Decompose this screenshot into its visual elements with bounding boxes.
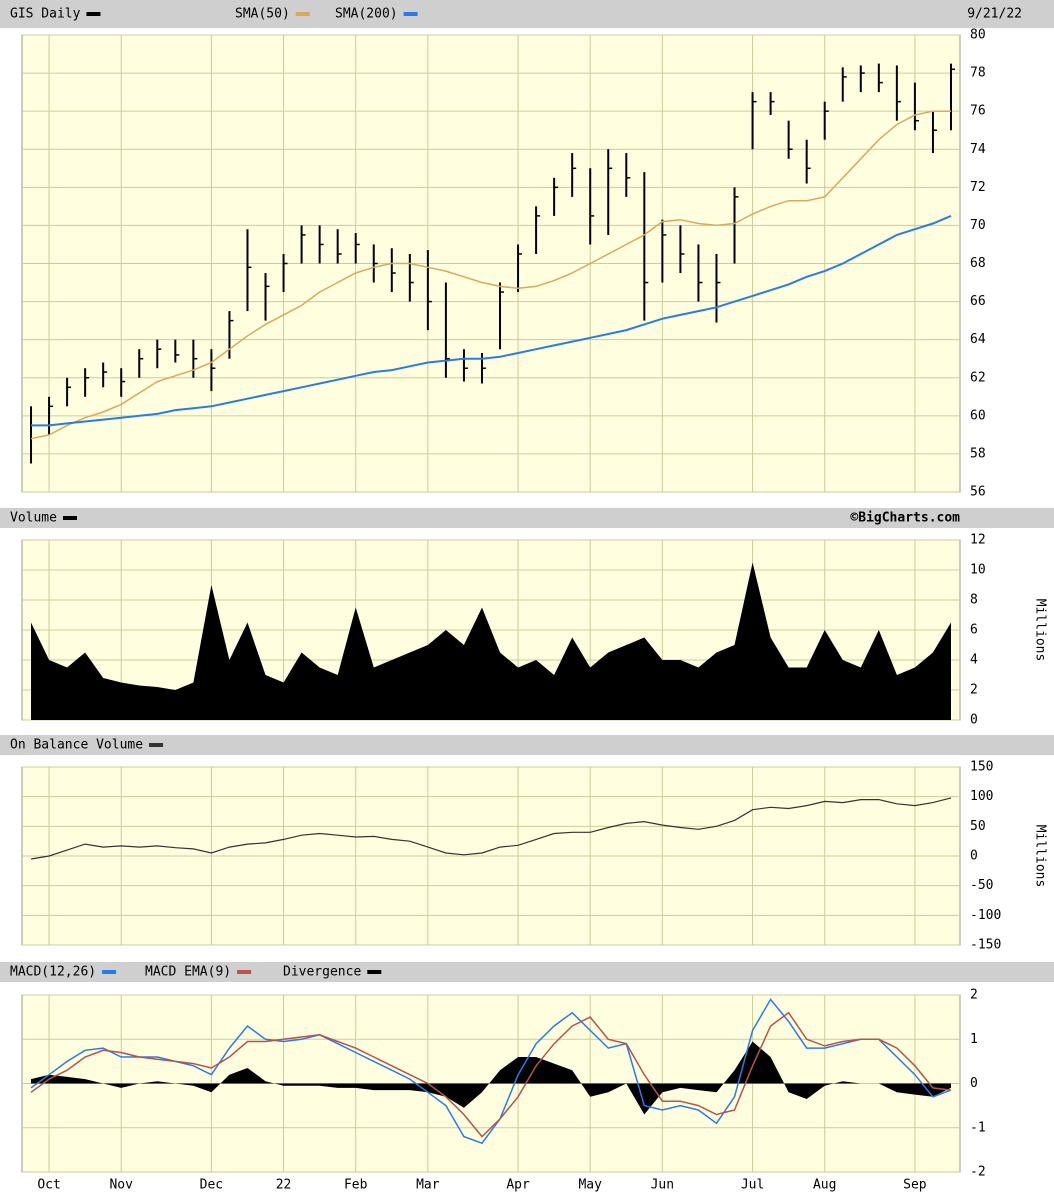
x-tick-label: Aug xyxy=(813,1178,836,1193)
legend-label: Divergence xyxy=(283,965,361,980)
y-tick-label: 56 xyxy=(970,485,986,500)
y-tick-label: 80 xyxy=(970,28,986,43)
y-tick-label: 10 xyxy=(970,563,986,578)
y-axis-label: Millions xyxy=(1033,825,1048,888)
volume-area xyxy=(31,562,951,720)
y-axis-label: Millions xyxy=(1033,599,1048,662)
panel-header xyxy=(0,508,1054,528)
legend-swatch xyxy=(403,12,418,16)
y-tick-label: 12 xyxy=(970,533,986,548)
y-tick-label: 50 xyxy=(970,819,986,834)
y-tick-label: 8 xyxy=(970,593,978,608)
y-tick-label: 4 xyxy=(970,653,978,668)
legend-label: MACD(12,26) xyxy=(10,965,96,980)
y-tick-label: 68 xyxy=(970,256,986,271)
legend-swatch xyxy=(62,516,77,520)
legend-swatch xyxy=(86,12,101,16)
y-tick-label: 78 xyxy=(970,66,986,81)
x-tick-label: May xyxy=(578,1178,602,1193)
y-tick-label: 62 xyxy=(970,370,986,385)
macd-line xyxy=(30,998,952,1145)
y-tick-label: 76 xyxy=(970,104,986,119)
x-tick-label: Nov xyxy=(109,1178,133,1193)
legend-label: GIS Daily xyxy=(10,7,81,22)
panel-header xyxy=(0,735,1054,755)
y-tick-label: 0 xyxy=(970,713,978,728)
y-tick-label: -100 xyxy=(970,908,1001,923)
y-tick-label: 64 xyxy=(970,332,986,347)
sma-line xyxy=(30,110,951,440)
x-tick-label: 22 xyxy=(276,1178,292,1193)
panel-header xyxy=(0,962,1054,982)
legend-label: SMA(200) xyxy=(335,7,398,22)
x-tick-label: Dec xyxy=(200,1178,223,1193)
legend-swatch xyxy=(295,12,310,16)
y-tick-label: 66 xyxy=(970,294,986,309)
x-tick-label: Apr xyxy=(506,1178,530,1193)
y-tick-label: 0 xyxy=(970,849,978,864)
y-tick-label: 72 xyxy=(970,180,986,195)
sma-line xyxy=(31,214,952,427)
x-tick-label: Sep xyxy=(903,1178,927,1193)
x-tick-label: Oct xyxy=(37,1178,60,1193)
legend-label: MACD EMA(9) xyxy=(145,965,231,980)
x-tick-label: Feb xyxy=(344,1178,368,1193)
x-tick-label: Mar xyxy=(416,1178,440,1193)
credit: ©BigCharts.com xyxy=(850,511,960,526)
y-tick-label: -2 xyxy=(970,1165,986,1180)
divergence-area xyxy=(31,1041,951,1115)
y-tick-label: 150 xyxy=(970,760,993,775)
y-tick-label: 60 xyxy=(970,408,986,423)
x-tick-label: Jun xyxy=(651,1178,674,1193)
legend-label: SMA(50) xyxy=(235,7,290,22)
y-tick-label: 2 xyxy=(970,988,978,1003)
legend-swatch xyxy=(237,970,252,974)
y-tick-label: -1 xyxy=(970,1120,986,1135)
legend-swatch xyxy=(149,743,164,747)
y-tick-label: 100 xyxy=(970,789,993,804)
legend-label: Volume xyxy=(10,511,57,526)
macd-line xyxy=(30,1011,952,1138)
x-tick-label: Jul xyxy=(741,1178,764,1193)
y-tick-label: 58 xyxy=(970,446,986,461)
y-tick-label: 2 xyxy=(970,683,978,698)
y-tick-label: -150 xyxy=(970,938,1001,953)
y-tick-label: 0 xyxy=(970,1076,978,1091)
y-tick-label: 74 xyxy=(970,142,986,157)
legend-label: On Balance Volume xyxy=(10,738,143,753)
panel-header xyxy=(0,0,1054,28)
legend-swatch xyxy=(102,970,117,974)
y-tick-label: 6 xyxy=(970,623,978,638)
y-tick-label: -50 xyxy=(970,878,993,893)
chart-date: 9/21/22 xyxy=(967,7,1022,22)
obv-line xyxy=(30,797,952,860)
legend-swatch xyxy=(367,970,382,974)
y-tick-label: 1 xyxy=(970,1032,978,1047)
y-tick-label: 70 xyxy=(970,218,986,233)
